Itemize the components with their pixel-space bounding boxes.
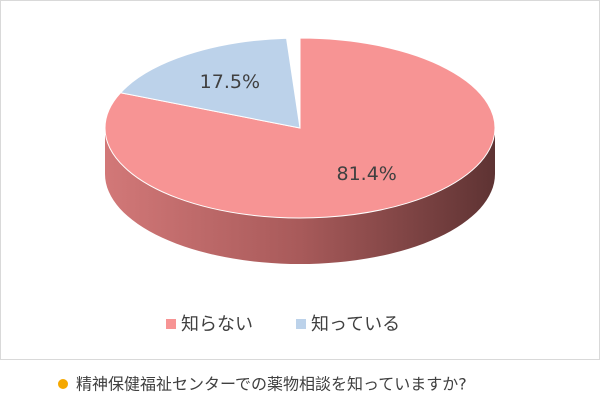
data-label: 81.4% <box>337 163 397 185</box>
caption: 精神保健福祉センターでの薬物相談を知っていますか? <box>76 375 467 394</box>
pie-side <box>105 128 495 264</box>
legend-label: 知らない <box>181 314 253 335</box>
data-label: 17.5% <box>200 71 260 93</box>
bullet <box>58 379 68 389</box>
legend-swatch <box>296 319 306 329</box>
legend-swatch <box>166 319 176 329</box>
legend-label: 知っている <box>311 314 400 335</box>
pie-slice <box>119 37 301 129</box>
